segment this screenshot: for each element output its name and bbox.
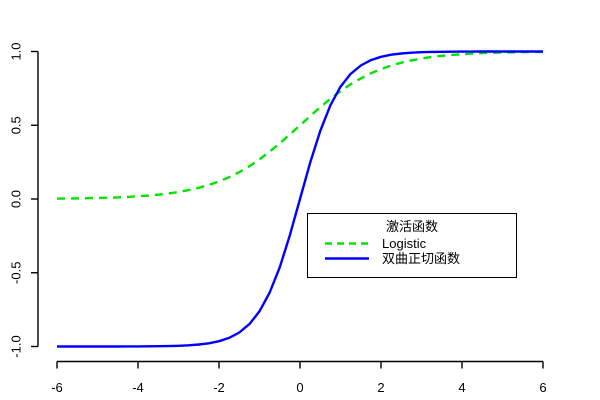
y-tick-label: 0.5 bbox=[8, 116, 23, 134]
legend-title: 激活函数 bbox=[385, 219, 438, 234]
y-tick-label: -0.5 bbox=[8, 262, 23, 284]
x-tick-label: -4 bbox=[132, 380, 144, 395]
y-tick-label: -1.0 bbox=[8, 335, 23, 357]
x-tick-label: 0 bbox=[296, 380, 303, 395]
legend-label-tanh: 双曲正切函数 bbox=[382, 251, 461, 266]
x-tick-label: 6 bbox=[539, 380, 546, 395]
x-tick-label: 2 bbox=[377, 380, 384, 395]
logistic-dashed-line-sample bbox=[325, 241, 369, 246]
tanh-solid-line-sample bbox=[325, 256, 369, 261]
logistic-curve bbox=[56, 50, 544, 200]
legend-label-logistic: Logistic bbox=[382, 236, 427, 251]
x-tick-label: -2 bbox=[213, 380, 225, 395]
x-tick-label: -6 bbox=[51, 380, 63, 395]
y-tick-label: 1.0 bbox=[8, 42, 23, 60]
legend-entry-logistic: Logistic bbox=[308, 236, 516, 251]
x-tick-label: 4 bbox=[458, 380, 465, 395]
legend-box: 激活函数 Logistic 双曲正切函数 bbox=[307, 213, 517, 278]
logistic-sample-line bbox=[325, 242, 369, 245]
y-tick-label: 0.0 bbox=[8, 190, 23, 208]
tanh-curve bbox=[57, 50, 543, 348]
tanh-sample-line bbox=[325, 257, 369, 260]
legend-entry-tanh: 双曲正切函数 bbox=[308, 251, 516, 266]
